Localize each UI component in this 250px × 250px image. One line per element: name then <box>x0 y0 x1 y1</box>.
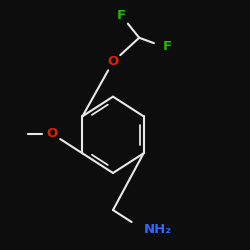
Text: F: F <box>117 10 126 22</box>
Text: O: O <box>46 127 58 140</box>
Text: O: O <box>108 55 119 68</box>
Text: NH₂: NH₂ <box>144 223 172 236</box>
Text: F: F <box>163 40 172 53</box>
